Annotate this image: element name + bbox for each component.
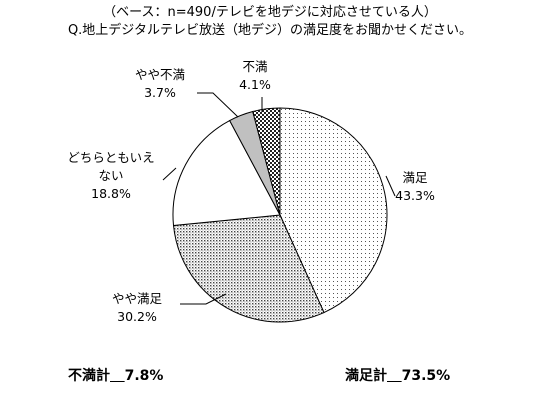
slice-name: やや満足: [111, 291, 162, 306]
leader-line-yaya-fuman: [197, 92, 239, 118]
leader-line-manzoku: [385, 175, 396, 197]
slice-name: 不満: [242, 59, 268, 74]
pie-slice-manzoku: [279, 107, 388, 314]
subtitle-base: （ベース：n=490/テレビを地デジに対応させている人）: [103, 5, 437, 20]
pie-slice-fuman: [252, 107, 281, 216]
slice-name: 満足: [402, 170, 428, 185]
slice-value: 18.8%: [91, 186, 131, 201]
chart-question: Q.地上デジタルテレビ放送（地デジ）の満足度をお聞かせください。: [67, 23, 473, 38]
slice-value: 3.7%: [144, 85, 176, 100]
satisfied-total-value: 73.5%: [401, 368, 451, 384]
leader-line-yaya-manzoku: [180, 293, 227, 305]
slice-label-manzoku: 満足 43.3%: [380, 169, 450, 205]
slice-label-fuman: 不満 4.1%: [230, 58, 280, 94]
dissatisfied-total: 不満計 7.8%: [68, 365, 163, 385]
satisfied-total-label: 満足計: [345, 368, 387, 384]
slice-label-yaya-manzoku: やや満足 30.2%: [92, 290, 182, 326]
pie-slice-dochira: [172, 119, 281, 227]
leader-line-dochira: [162, 167, 177, 181]
dissatisfied-total-value: 7.8%: [124, 368, 164, 384]
slice-value: 30.2%: [117, 309, 157, 324]
pie-slice-yaya-manzoku: [172, 214, 325, 323]
slice-label-dochira: どちらともいえ ない 18.8%: [56, 149, 166, 203]
slice-name-line2: ない: [98, 168, 124, 183]
slice-value: 43.3%: [395, 188, 435, 203]
slice-name: やや不満: [134, 67, 185, 82]
satisfied-total: 満足計 73.5%: [345, 365, 450, 385]
slice-value: 4.1%: [239, 77, 271, 92]
slice-label-yaya-fuman: やや不満 3.7%: [115, 66, 205, 102]
slice-name-line1: どちらともいえ: [67, 150, 155, 165]
dissatisfied-total-label: 不満計: [68, 368, 110, 384]
